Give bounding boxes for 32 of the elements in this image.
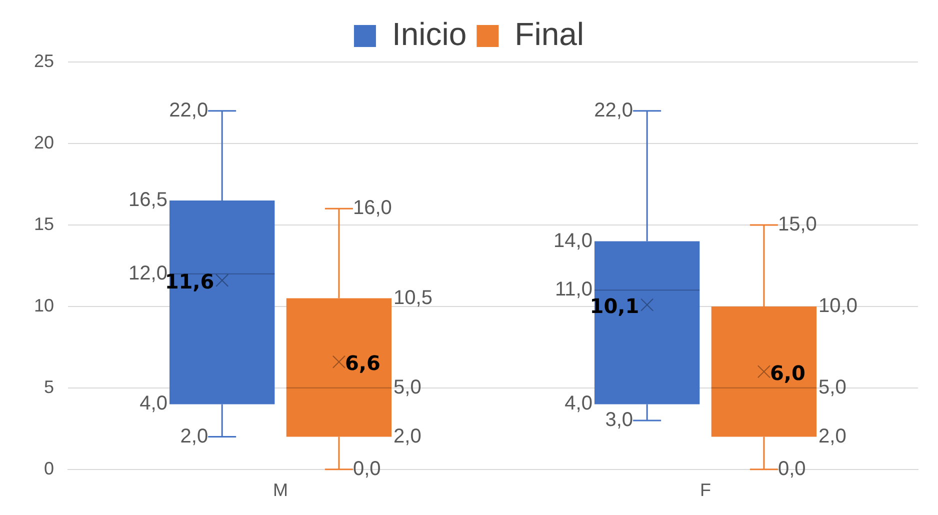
text: 16,5: [128, 189, 168, 212]
x-tick-label: M: [273, 480, 288, 500]
text: 4,0: [140, 392, 168, 415]
x-tick-label: F: [700, 480, 712, 500]
text: 5,0: [394, 376, 422, 398]
text: 15,0: [778, 213, 817, 236]
text: 2,0: [180, 425, 208, 448]
legend-label: Inicio: [392, 16, 467, 52]
text: 3,0: [605, 409, 634, 432]
y-tick-label: 25: [34, 50, 54, 71]
text: 4,0: [564, 392, 592, 415]
text: 5,0: [818, 376, 846, 398]
text: 22,0: [169, 99, 208, 122]
y-tick-label: 15: [34, 214, 54, 234]
text: 10,5: [394, 286, 432, 309]
text: 22,0: [594, 99, 634, 122]
text: 12,0: [128, 262, 168, 284]
text: 6,6: [344, 351, 380, 376]
text: 2,0: [394, 425, 422, 448]
text: 11,0: [555, 278, 592, 301]
text: 16,0: [352, 197, 392, 220]
text: 14,0: [554, 230, 592, 252]
y-tick-label: 5: [44, 376, 54, 397]
y-tick-label: 0: [44, 458, 54, 478]
y-tick-label: 10: [34, 295, 54, 316]
text: 6,0: [770, 360, 806, 385]
y-tick-label: 20: [34, 132, 54, 152]
text: 0,0: [778, 458, 806, 480]
text: 10,0: [818, 294, 858, 317]
legend-label: Final: [514, 16, 584, 52]
text: 0,0: [352, 458, 381, 480]
text: 2,0: [818, 425, 846, 448]
